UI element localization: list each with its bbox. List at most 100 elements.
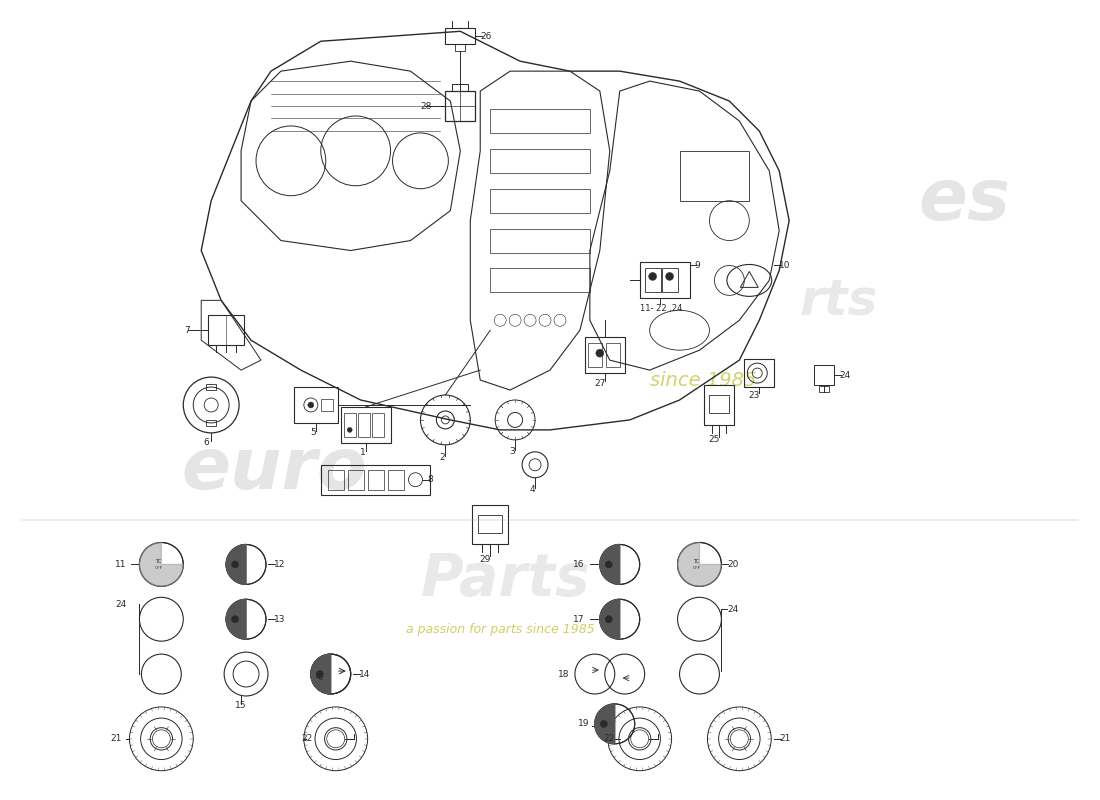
Text: es: es [918,166,1011,235]
Bar [321,399,333,411]
Text: rts: rts [799,276,878,324]
Bar [478,514,503,533]
Text: 23: 23 [749,390,760,399]
Text: 13: 13 [274,614,286,624]
Text: 21: 21 [110,734,121,743]
Bar [814,365,834,385]
Text: 7: 7 [185,326,190,334]
Polygon shape [600,545,619,584]
Text: 17: 17 [573,614,585,624]
Text: OFF: OFF [154,566,163,570]
Text: Parts: Parts [420,551,591,608]
Bar [491,189,590,213]
Polygon shape [595,704,615,744]
Polygon shape [227,599,246,639]
Polygon shape [227,545,246,584]
Bar [358,413,370,437]
Bar [745,359,774,387]
Text: 28: 28 [420,102,432,110]
Text: 4: 4 [529,485,535,494]
Text: 24: 24 [727,605,738,614]
Bar [328,470,343,490]
Text: 5: 5 [310,428,316,438]
Text: 26: 26 [481,32,492,41]
Text: OFF: OFF [693,566,701,570]
Bar [206,384,217,390]
Text: 1: 1 [360,448,365,458]
Text: 20: 20 [727,560,739,569]
Bar [372,413,384,437]
Bar [491,149,590,173]
Bar [491,109,590,133]
Text: 9: 9 [694,261,701,270]
Circle shape [316,670,323,678]
Bar [208,315,244,345]
Bar [491,269,590,292]
Bar [645,269,661,292]
Text: 10: 10 [779,261,791,270]
Text: 24: 24 [839,370,850,379]
Bar [387,470,404,490]
Text: 22: 22 [604,734,615,743]
Polygon shape [311,654,331,694]
Bar [206,420,217,426]
Circle shape [348,427,352,432]
Bar [321,465,430,494]
Bar [704,385,735,425]
Text: 24: 24 [116,600,127,609]
Bar [587,343,602,367]
Circle shape [601,720,607,727]
Text: TC: TC [155,559,162,564]
Text: euro: euro [182,435,367,504]
Text: 19: 19 [579,719,590,728]
Circle shape [231,561,239,568]
Polygon shape [140,542,184,586]
Bar [820,386,829,392]
Text: 27: 27 [594,378,605,387]
Bar [294,387,338,423]
Text: TC: TC [693,559,700,564]
Bar [640,262,690,298]
Bar [455,44,465,51]
Text: 12: 12 [274,560,285,569]
Bar [343,413,355,437]
Bar [348,470,364,490]
Text: 3: 3 [509,447,515,456]
Text: a passion for parts since 1985: a passion for parts since 1985 [406,622,594,636]
Bar [341,407,390,443]
Circle shape [231,616,239,623]
Polygon shape [678,542,722,586]
Circle shape [666,273,673,281]
Text: 2: 2 [440,454,446,462]
Circle shape [308,402,314,408]
Polygon shape [600,599,619,639]
Bar [452,84,469,91]
Text: 29: 29 [480,555,491,564]
Circle shape [649,273,657,281]
Text: 25: 25 [708,435,720,444]
Bar [585,338,625,373]
Bar [446,91,475,121]
Text: 14: 14 [359,670,370,678]
Circle shape [596,349,604,357]
Bar [710,395,729,413]
Bar [680,151,749,201]
Text: 16: 16 [573,560,585,569]
Text: 8: 8 [428,475,433,484]
Text: 18: 18 [559,670,570,678]
Text: 6: 6 [204,438,209,447]
Bar [491,229,590,253]
Bar [661,269,678,292]
Bar [367,470,384,490]
Bar [472,505,508,545]
Bar [606,343,619,367]
Text: 22: 22 [301,734,312,743]
Text: 11- 22 ,24: 11- 22 ,24 [640,304,682,313]
Text: 21: 21 [779,734,791,743]
Bar [446,28,475,44]
Circle shape [605,561,613,568]
Text: 11: 11 [116,560,127,569]
Circle shape [605,616,613,623]
Text: 15: 15 [235,702,246,710]
Text: since 1985: since 1985 [650,370,756,390]
